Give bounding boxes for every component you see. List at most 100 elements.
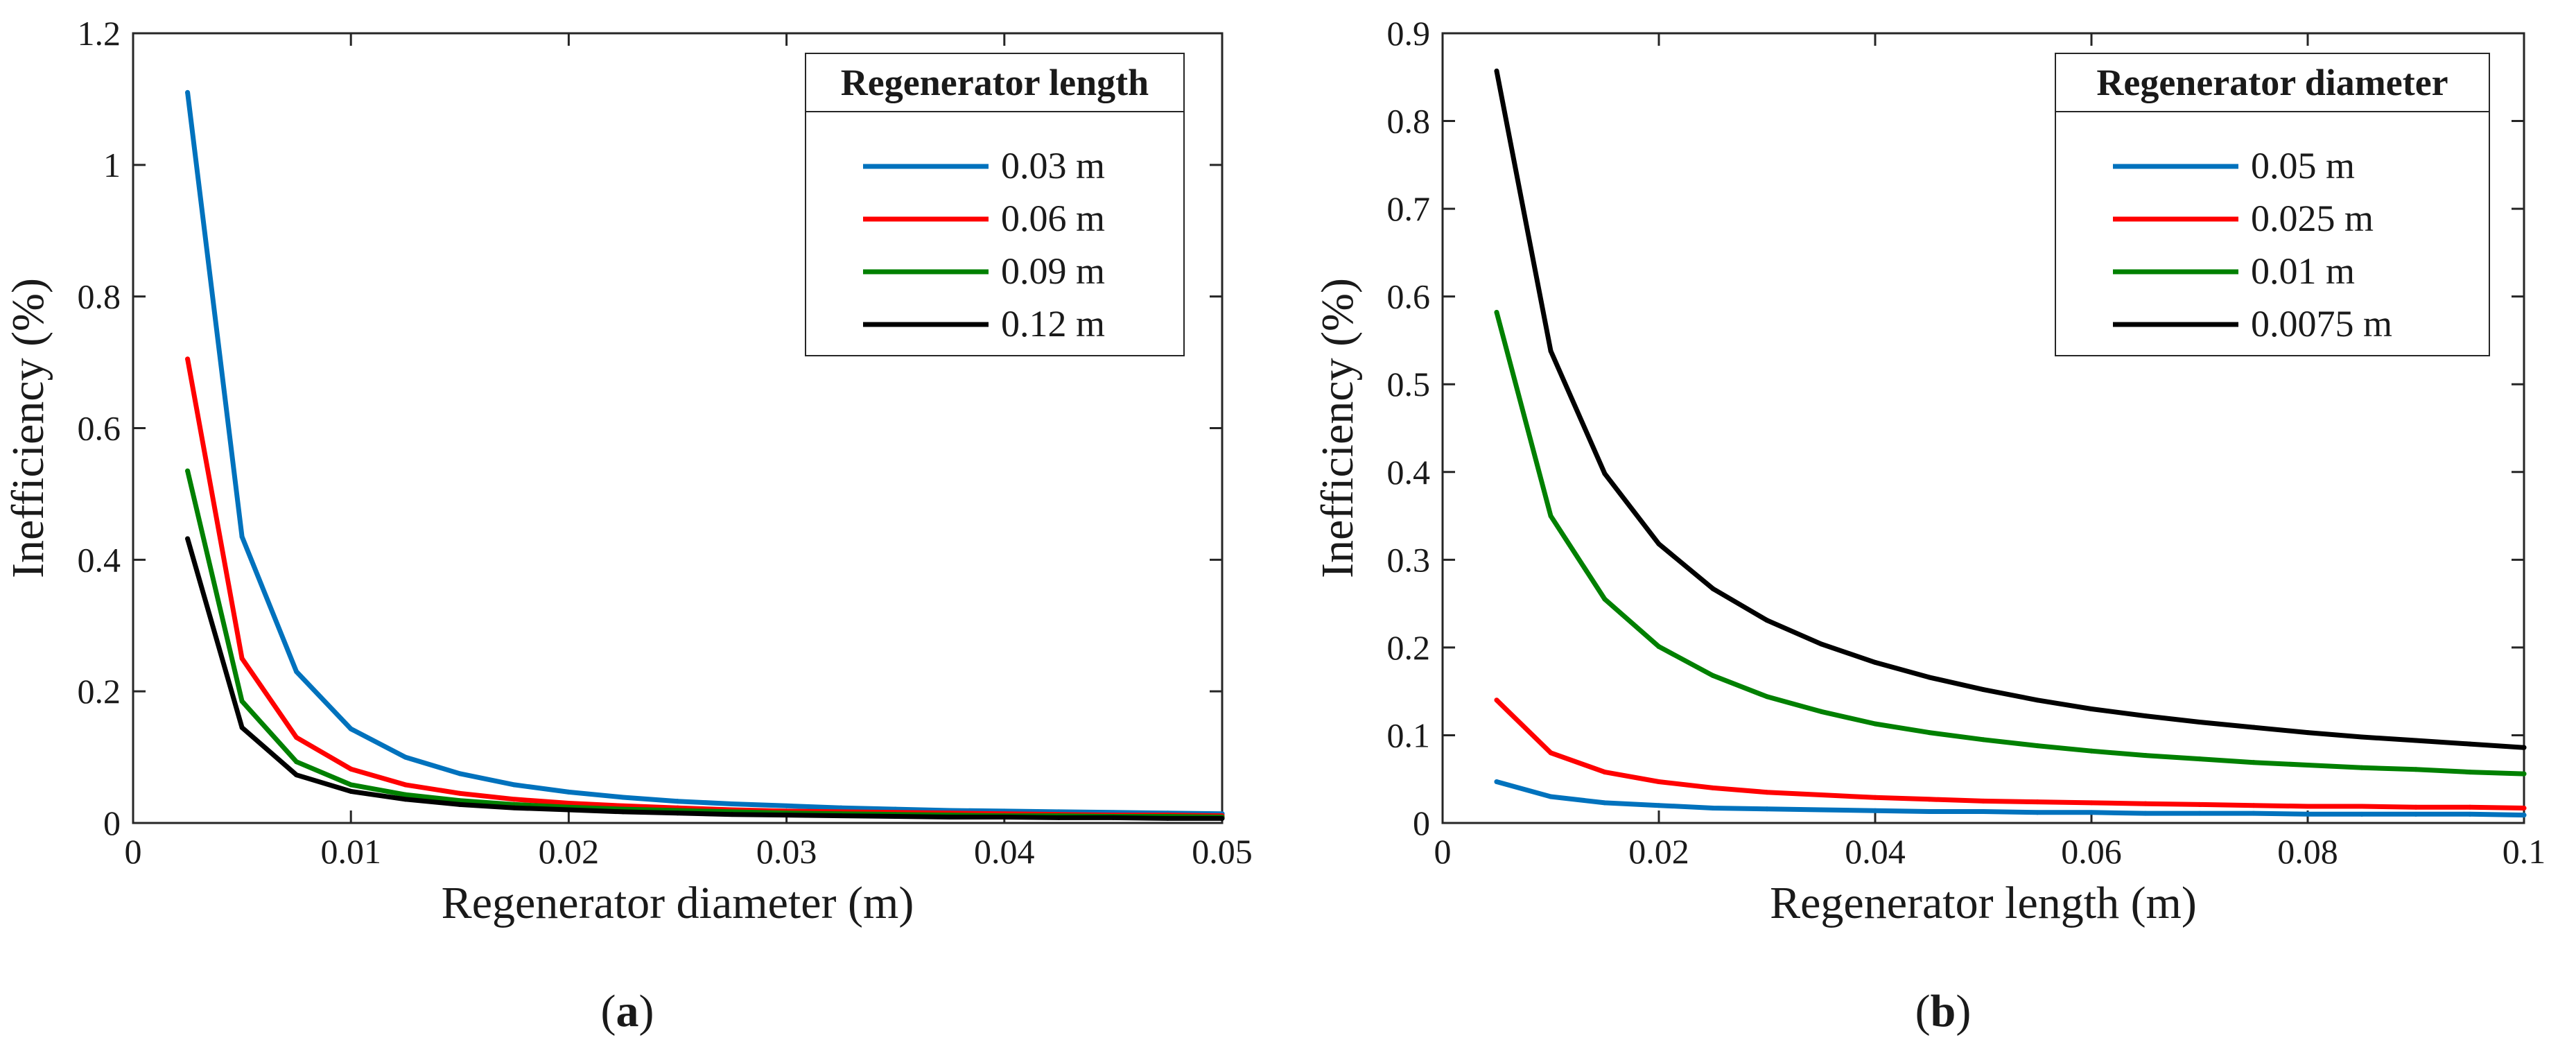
data-point: [2035, 697, 2040, 703]
data-point: [729, 812, 735, 817]
legend-title: Regenerator length: [841, 62, 1149, 103]
data-point: [348, 788, 354, 794]
y-tick-label: 0.6: [78, 409, 121, 448]
series-line-2: [1494, 697, 2527, 810]
data-point: [838, 813, 844, 819]
data-point: [1002, 814, 1007, 820]
legend-entry-1: 0.03 m: [1001, 145, 1105, 187]
data-point: [2197, 801, 2202, 807]
legend-title: Regenerator diameter: [2096, 62, 2448, 103]
x-tick-label: 0.08: [2277, 832, 2338, 871]
series-line-4: [1494, 68, 2527, 750]
legend-box: [805, 53, 1185, 356]
data-point: [2089, 706, 2094, 711]
data-point: [2413, 811, 2419, 817]
y-axis-label: Inefficiency (%): [1312, 278, 1363, 578]
y-tick-label: 0.2: [78, 672, 121, 711]
x-tick-label: 0.03: [756, 832, 817, 871]
data-point: [1872, 721, 1878, 727]
data-point: [2359, 734, 2365, 740]
data-point: [1926, 809, 1932, 815]
data-point: [1602, 596, 1608, 602]
data-point: [1548, 794, 1554, 799]
data-point: [2143, 810, 2148, 816]
x-tick-label: 0.01: [320, 832, 381, 871]
panel-caption: (b): [1915, 986, 1972, 1037]
data-point: [2413, 767, 2419, 772]
data-point: [1656, 803, 1662, 808]
y-tick-label: 1: [103, 146, 121, 184]
data-point: [1818, 709, 1824, 714]
data-point: [2305, 804, 2310, 809]
x-tick-label: 0: [125, 832, 142, 871]
data-point: [2521, 745, 2527, 750]
data-point: [185, 356, 191, 362]
data-point: [1056, 815, 1061, 820]
data-point: [566, 801, 571, 806]
data-point: [2251, 760, 2256, 765]
data-point: [2035, 743, 2040, 749]
data-point: [2143, 801, 2148, 806]
data-point: [512, 797, 517, 802]
data-point: [2467, 804, 2473, 810]
data-point: [2359, 804, 2365, 809]
data-point: [457, 798, 462, 804]
legend-box: [2055, 53, 2490, 356]
data-point: [1710, 805, 1716, 810]
legend: Regenerator diameter 0.05 m 0.025 m 0.01 m 0…: [2055, 53, 2490, 356]
series-line-1: [185, 89, 1225, 817]
y-axis-label: Inefficiency (%): [3, 278, 53, 578]
data-point: [2521, 813, 2527, 818]
data-point: [784, 813, 790, 818]
data-point: [1872, 795, 1878, 800]
data-point: [2251, 810, 2256, 816]
data-point: [185, 89, 191, 95]
data-point: [620, 795, 626, 800]
x-tick-label: 0.05: [1192, 832, 1253, 871]
data-point: [2521, 805, 2527, 810]
data-point: [457, 801, 462, 807]
x-axis-label: Regenerator diameter (m): [442, 878, 914, 928]
data-point: [1602, 770, 1608, 775]
data-point: [239, 534, 245, 539]
data-point: [1656, 779, 1662, 785]
data-point: [2197, 756, 2202, 762]
data-point: [2359, 811, 2365, 817]
x-tick-label: 0.04: [974, 832, 1035, 871]
y-tick-label: 0.4: [1387, 453, 1431, 492]
data-point: [2467, 811, 2473, 817]
data-point: [2467, 770, 2473, 775]
data-point: [2251, 725, 2256, 730]
series-line-1: [1494, 779, 2527, 818]
data-point: [1764, 694, 1770, 700]
data-point: [1656, 541, 1662, 547]
data-point: [457, 790, 462, 796]
data-point: [729, 801, 735, 806]
data-point: [1872, 659, 1878, 665]
data-point: [1764, 618, 1770, 623]
data-point: [1111, 815, 1116, 820]
x-tick-label: 0: [1434, 832, 1452, 871]
data-point: [1981, 687, 1986, 693]
legend-entry-3: 0.09 m: [1001, 250, 1105, 292]
y-tick-label: 0.7: [1387, 189, 1431, 228]
data-point: [2413, 738, 2419, 743]
data-point: [2143, 713, 2148, 719]
data-point: [348, 766, 354, 772]
data-point: [1981, 798, 1986, 804]
data-point: [2197, 810, 2202, 816]
data-point: [1548, 348, 1554, 354]
data-point: [1926, 797, 1932, 802]
legend: Regenerator length 0.03 m 0.06 m 0.09 m 0.12…: [805, 53, 1185, 356]
x-tick-label: 0.06: [2061, 832, 2122, 871]
chart-panel-b: 0 0.1 0.2 0.3 0.4 0.5 0.6 0.7 0.8 0.9 0 0.02 0.04 0.0…: [1312, 14, 2545, 1037]
data-point: [1818, 807, 1824, 813]
data-point: [457, 771, 462, 777]
data-point: [1818, 641, 1824, 647]
legend-entry-1: 0.05 m: [2251, 145, 2355, 187]
data-point: [294, 735, 299, 740]
series-line-3: [1494, 309, 2527, 777]
data-point: [1494, 309, 1499, 315]
data-point: [2143, 753, 2148, 758]
data-point: [620, 809, 626, 815]
